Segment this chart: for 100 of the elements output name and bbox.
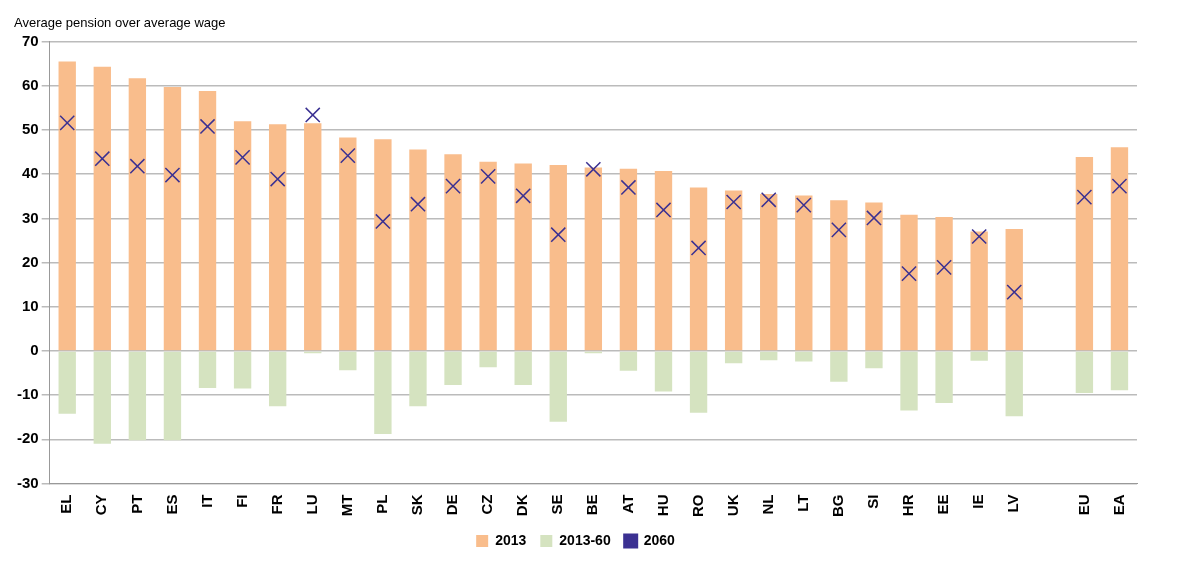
y-tick-label: 10 bbox=[21, 296, 39, 314]
x-tick-label: FI bbox=[232, 494, 250, 508]
bar bbox=[514, 163, 532, 351]
bar bbox=[689, 351, 708, 413]
bar bbox=[549, 164, 567, 351]
bar bbox=[93, 66, 111, 351]
x-tick-label: FR bbox=[267, 494, 285, 515]
bar bbox=[479, 161, 497, 351]
bar bbox=[724, 190, 743, 351]
x-tick-label: EA bbox=[1109, 494, 1127, 516]
x-tick-label: AT bbox=[618, 494, 636, 514]
x-tick-label: IT bbox=[197, 494, 215, 508]
bar bbox=[163, 87, 182, 351]
point bbox=[550, 226, 567, 243]
x-tick-label: NL bbox=[758, 494, 776, 515]
x-tick-label: DE bbox=[443, 494, 461, 516]
bar bbox=[900, 351, 918, 411]
bar bbox=[444, 351, 462, 385]
x-tick-label: HU bbox=[653, 494, 671, 517]
point bbox=[164, 167, 181, 183]
bar bbox=[268, 124, 287, 351]
y-tick-label: 20 bbox=[21, 252, 39, 270]
x-tick-label: SK bbox=[408, 494, 426, 516]
bar bbox=[268, 351, 287, 407]
x-tick-label: BE bbox=[583, 494, 601, 516]
bar bbox=[619, 168, 638, 351]
x-tick-label: HR bbox=[899, 494, 917, 517]
bar bbox=[1110, 147, 1129, 351]
bar bbox=[304, 123, 322, 351]
x-tick-label: SE bbox=[548, 494, 566, 515]
bar bbox=[689, 187, 708, 351]
x-tick-label: LU bbox=[302, 494, 320, 515]
y-tick-label: 60 bbox=[21, 75, 39, 93]
bar bbox=[1110, 351, 1129, 391]
bar bbox=[409, 149, 427, 351]
x-tick-label: EE bbox=[934, 494, 952, 515]
bar bbox=[724, 351, 743, 364]
bar bbox=[830, 200, 848, 351]
x-tick-label: PL bbox=[373, 494, 391, 514]
bar bbox=[935, 217, 953, 351]
bar bbox=[93, 351, 111, 444]
x-tick-label: IE bbox=[969, 494, 987, 509]
point bbox=[760, 191, 777, 208]
bar bbox=[163, 351, 182, 441]
point bbox=[410, 196, 426, 213]
y-tick-label: 70 bbox=[21, 31, 39, 49]
bar bbox=[760, 194, 778, 351]
point bbox=[1111, 178, 1128, 194]
bar bbox=[970, 351, 988, 361]
bar bbox=[654, 351, 673, 392]
y-tick-label: -20 bbox=[16, 429, 39, 447]
bar bbox=[128, 351, 147, 441]
bar bbox=[409, 351, 427, 407]
x-tick-label: MT bbox=[337, 494, 355, 517]
point bbox=[129, 158, 146, 175]
legend-label: 2013-60 bbox=[559, 531, 611, 548]
y-tick-label: 40 bbox=[21, 164, 39, 182]
bar bbox=[233, 121, 252, 351]
point bbox=[1076, 189, 1093, 205]
bar bbox=[619, 351, 638, 371]
x-tick-label: BG bbox=[829, 494, 846, 517]
bar bbox=[514, 351, 532, 385]
y-tick-label: 0 bbox=[30, 341, 39, 359]
point bbox=[655, 202, 672, 218]
point bbox=[1006, 284, 1023, 300]
point bbox=[866, 210, 882, 226]
x-tick-label: EL bbox=[57, 494, 75, 514]
bar bbox=[900, 214, 918, 351]
y-tick-label: -30 bbox=[16, 473, 39, 491]
point bbox=[936, 259, 952, 276]
bar bbox=[935, 351, 953, 404]
point bbox=[620, 179, 637, 196]
bar bbox=[549, 351, 567, 422]
x-tick-label: UK bbox=[723, 494, 741, 517]
x-tick-label: ES bbox=[162, 494, 180, 515]
bar bbox=[1005, 228, 1023, 351]
point bbox=[340, 147, 356, 164]
bar bbox=[374, 139, 392, 351]
bar bbox=[233, 351, 252, 389]
bar bbox=[795, 195, 813, 351]
bar bbox=[970, 231, 988, 351]
point bbox=[269, 171, 286, 187]
x-tick-label: RO bbox=[688, 494, 706, 517]
bar bbox=[1075, 351, 1094, 393]
x-tick-label: EU bbox=[1074, 494, 1092, 516]
x-tick-label: PT bbox=[127, 494, 145, 514]
legend-label: 2013 bbox=[495, 531, 527, 548]
point bbox=[971, 228, 987, 245]
x-tick-label: LT bbox=[793, 494, 811, 512]
bar bbox=[865, 351, 883, 369]
y-tick-label: 50 bbox=[21, 120, 39, 138]
point bbox=[725, 194, 742, 210]
x-tick-label: DK bbox=[513, 494, 531, 517]
bar bbox=[584, 167, 603, 351]
y-tick-label: -10 bbox=[16, 385, 39, 403]
point bbox=[515, 188, 532, 204]
y-tick-label: 30 bbox=[21, 208, 39, 226]
x-tick-label: LV bbox=[1004, 494, 1022, 513]
point bbox=[199, 118, 216, 135]
bar bbox=[128, 78, 147, 351]
